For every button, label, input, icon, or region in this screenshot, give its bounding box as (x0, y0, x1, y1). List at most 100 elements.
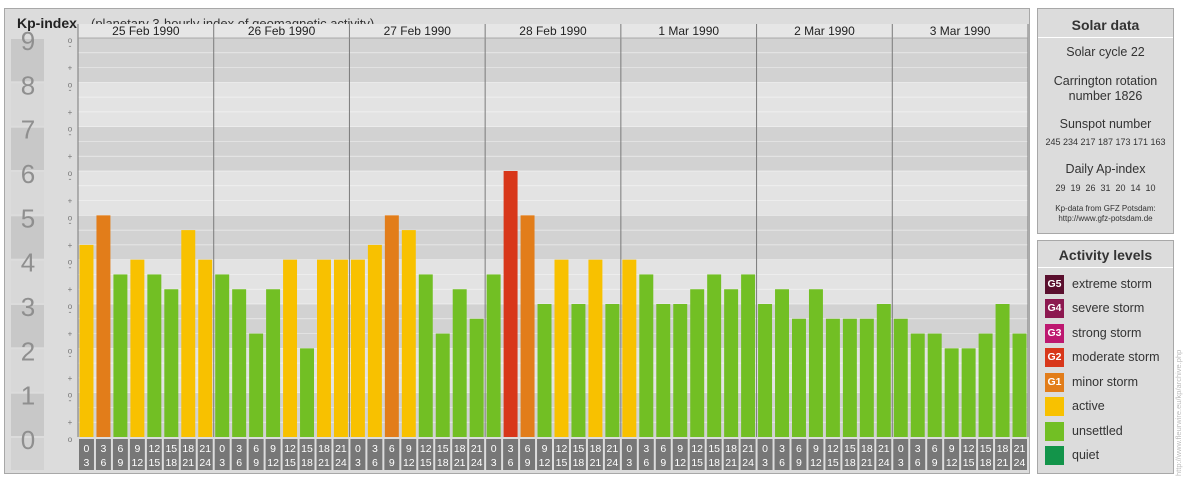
legend-swatch: G4 (1045, 299, 1064, 318)
kp-chart-svg: 0123456789o+o+-o+-o+-o+-o+-o+-o+-o+-o-25… (11, 24, 1029, 470)
y-axis-block (11, 438, 44, 470)
kp-bar (639, 274, 654, 437)
y-subtick-label: o (68, 302, 73, 311)
kp-bar (724, 289, 739, 437)
hour-slot-bg (333, 439, 349, 470)
y-axis-block (11, 305, 44, 348)
hour-end-label: 18 (844, 457, 856, 469)
hour-slot-bg (655, 439, 671, 470)
y-tick-label: 7 (21, 115, 35, 145)
legend-item: G1 minor storm (1045, 373, 1173, 393)
hour-slot-bg (231, 439, 247, 470)
legend-swatch (1045, 446, 1064, 465)
y-tick-label: 8 (21, 70, 35, 100)
date-label: 3 Mar 1990 (930, 24, 991, 38)
hour-end-label: 18 (165, 457, 177, 469)
y-subtick-label: + (68, 64, 73, 73)
kp-bar (775, 289, 789, 437)
source-line1: Kp-data from GFZ Potsdam: (1055, 204, 1156, 213)
y-subtick-label: - (69, 395, 72, 405)
hour-slot-bg (944, 439, 960, 470)
hour-end-label: 15 (691, 457, 703, 469)
hour-start-label: 3 (915, 443, 921, 455)
hour-slot-bg (808, 439, 824, 470)
hour-slot-bg (95, 439, 111, 470)
hour-start-label: 18 (318, 443, 330, 455)
kp-bar (113, 274, 128, 437)
hour-slot-bg (112, 439, 128, 470)
hour-slot-bg (163, 439, 179, 470)
hour-start-label: 18 (725, 443, 737, 455)
hour-end-label: 18 (980, 457, 992, 469)
date-label: 27 Feb 1990 (384, 24, 452, 38)
y-axis-block (11, 127, 44, 170)
y-tick-label: 0 (21, 425, 35, 455)
hour-start-label: 0 (762, 443, 768, 455)
kp-bar (656, 304, 671, 437)
y-axis-block (11, 393, 44, 436)
hour-slot-bg (282, 439, 298, 470)
y-subtick-label: + (68, 285, 73, 294)
hour-slot-bg (537, 439, 552, 470)
hour-end-label: 18 (708, 457, 720, 469)
y-subtick-label: o (68, 435, 73, 444)
date-label: 2 Mar 1990 (794, 24, 855, 38)
hour-end-label: 6 (643, 457, 649, 469)
hour-end-label: 24 (878, 457, 890, 469)
ap-index-label: Daily Ap-index (1065, 162, 1146, 176)
hour-slot-bg (587, 439, 603, 470)
hour-start-label: 15 (301, 443, 313, 455)
hour-end-label: 21 (725, 457, 737, 469)
hour-start-label: 9 (270, 443, 276, 455)
kp-bar (452, 289, 467, 437)
hour-end-label: 12 (132, 457, 144, 469)
kp-bar (673, 304, 688, 437)
legend-swatch: G3 (1045, 324, 1064, 343)
activity-levels-title: Activity levels (1058, 247, 1153, 263)
y-axis-block (11, 349, 44, 392)
carrington-line2: number 1826 (1068, 89, 1143, 103)
y-subtick-label: - (69, 129, 72, 139)
legend-swatch: G2 (1045, 348, 1064, 367)
kp-bar (232, 289, 247, 437)
kp-band (78, 215, 1028, 260)
hour-start-label: 15 (165, 443, 177, 455)
kp-bar (961, 348, 976, 437)
hour-end-label: 6 (236, 457, 242, 469)
y-axis-block (11, 216, 44, 259)
hour-start-label: 18 (997, 443, 1009, 455)
hour-start-label: 6 (525, 443, 531, 455)
y-axis-block (11, 39, 44, 82)
hour-slot-bg (469, 439, 485, 470)
hour-start-label: 6 (117, 443, 123, 455)
kp-bar (537, 304, 552, 437)
kp-bar (317, 259, 331, 437)
legend-swatch (1045, 422, 1064, 441)
hour-slot-bg (1012, 439, 1027, 470)
kp-bar (859, 318, 874, 437)
kp-bar (300, 348, 314, 437)
hour-slot-bg (791, 439, 807, 470)
hour-start-label: 0 (626, 443, 632, 455)
hour-start-label: 21 (607, 443, 619, 455)
hour-slot-bg (435, 439, 451, 470)
hour-start-label: 9 (813, 443, 819, 455)
y-tick-label: 4 (21, 248, 35, 278)
kp-bar (435, 333, 450, 437)
hour-slot-bg (197, 439, 213, 470)
hour-start-label: 21 (1014, 443, 1026, 455)
kp-bar (842, 318, 857, 437)
hour-end-label: 9 (660, 457, 666, 469)
hour-slot-bg (316, 439, 332, 470)
hour-start-label: 3 (508, 443, 514, 455)
legend-swatch: G1 (1045, 373, 1064, 392)
hour-start-label: 9 (542, 443, 548, 455)
date-label: 26 Feb 1990 (248, 24, 316, 38)
hour-start-label: 21 (471, 443, 483, 455)
legend-label: strong storm (1072, 326, 1142, 340)
hour-end-label: 6 (101, 457, 107, 469)
kp-bar (333, 259, 348, 437)
legend-label: moderate storm (1072, 350, 1160, 364)
y-axis-block (11, 83, 44, 126)
y-subtick-label: - (69, 174, 72, 184)
